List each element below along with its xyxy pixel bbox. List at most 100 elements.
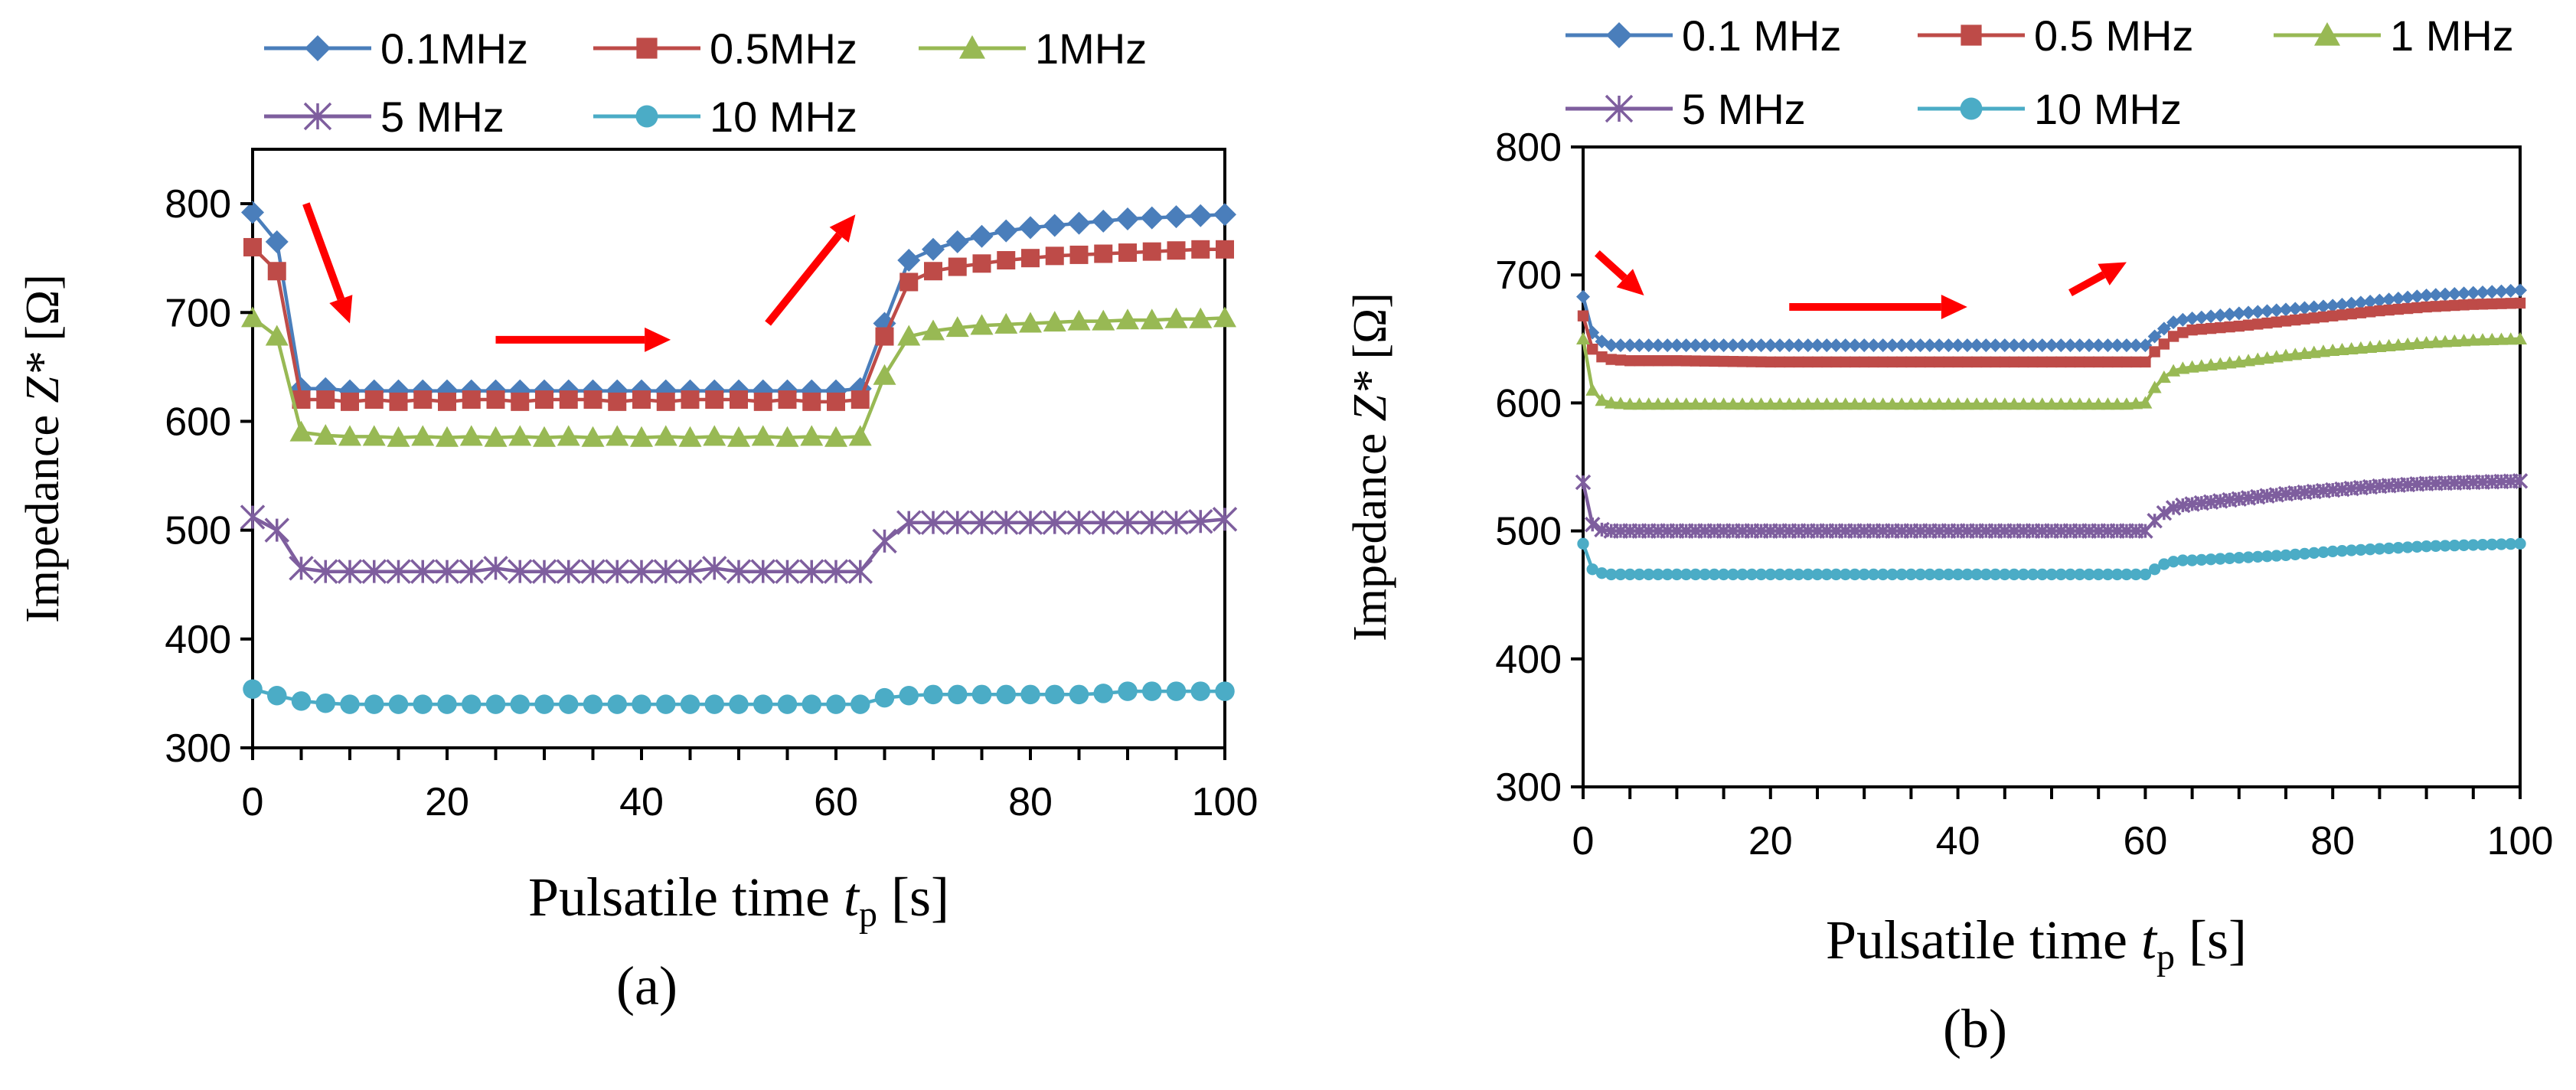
data-point	[2158, 338, 2170, 350]
data-point	[2074, 568, 2086, 581]
data-point	[2036, 356, 2048, 368]
data-point	[2346, 308, 2357, 320]
data-point	[364, 694, 384, 714]
data-point	[1698, 397, 1712, 410]
data-point	[2288, 348, 2303, 361]
data-point	[557, 425, 580, 446]
data-point	[632, 390, 651, 410]
data-point	[873, 364, 896, 385]
data-point	[2091, 397, 2106, 410]
legend-item: 1MHz	[919, 24, 1147, 73]
data-point	[1829, 338, 1843, 353]
data-point	[2213, 357, 2228, 370]
x-tick-label: 80	[1008, 780, 1053, 824]
data-point	[1634, 355, 1645, 367]
data-point	[1980, 568, 1992, 581]
data-point	[1765, 356, 1776, 368]
data-point	[1990, 356, 2001, 368]
data-point	[1904, 397, 1918, 410]
data-point	[2121, 356, 2133, 368]
data-point	[1988, 397, 2003, 410]
data-point	[264, 517, 289, 543]
legend-label: 0.5 MHz	[2034, 11, 2194, 60]
data-point	[1867, 568, 1880, 581]
data-point	[2392, 303, 2405, 315]
data-point	[2316, 344, 2330, 357]
data-point	[922, 319, 945, 341]
data-point	[996, 684, 1016, 705]
y-tick-label: 800	[165, 182, 231, 227]
data-point	[2213, 308, 2228, 323]
data-point	[1045, 684, 1065, 705]
data-point	[1997, 338, 2012, 353]
legend-item: 5 MHz	[264, 93, 504, 141]
data-point	[2447, 334, 2462, 348]
data-point	[1643, 568, 1655, 581]
data-point	[970, 314, 994, 335]
legend-label: 0.1 MHz	[1682, 11, 1842, 60]
data-point	[1604, 338, 1618, 353]
data-point	[2298, 547, 2311, 560]
data-point	[897, 249, 921, 272]
data-point	[2363, 294, 2378, 308]
data-point	[413, 390, 433, 410]
data-point	[508, 559, 533, 584]
data-point	[2149, 346, 2160, 357]
data-point	[2401, 337, 2415, 351]
data-point	[607, 694, 627, 714]
data-point	[534, 694, 554, 714]
data-point	[1810, 397, 1824, 410]
data-point	[2035, 397, 2049, 410]
x-tick-label: 20	[1748, 819, 1793, 863]
data-point	[1970, 356, 1983, 368]
data-point	[437, 694, 457, 714]
data-point	[2242, 551, 2254, 563]
data-point	[802, 694, 821, 714]
data-point	[1830, 568, 1843, 581]
data-point	[2401, 541, 2414, 553]
data-point	[1115, 510, 1141, 535]
data-point	[2261, 550, 2274, 563]
data-point	[2129, 338, 2143, 353]
data-point	[2392, 542, 2405, 554]
data-point	[2156, 504, 2173, 521]
data-point	[1164, 510, 1189, 535]
data-point	[1191, 240, 1210, 259]
data-point	[1613, 338, 1628, 353]
data-point	[1727, 568, 1739, 581]
data-point	[485, 694, 506, 714]
data-point	[2485, 332, 2499, 346]
data-point	[2205, 553, 2217, 566]
data-point	[1736, 356, 1748, 367]
data-point	[459, 559, 484, 584]
data-point	[1116, 308, 1139, 330]
data-point	[2194, 310, 2209, 325]
data-point	[1999, 356, 2010, 368]
data-point	[2110, 397, 2124, 410]
data-point	[2271, 550, 2283, 562]
data-point	[2007, 397, 2022, 410]
x-tick-label: 60	[2123, 819, 2167, 863]
data-point	[1774, 356, 1786, 368]
data-point	[2102, 356, 2114, 368]
data-point	[364, 390, 384, 410]
series-line	[251, 316, 1226, 440]
data-point	[2336, 545, 2349, 557]
data-point	[2222, 307, 2237, 321]
data-point	[1784, 356, 1795, 368]
data-point	[1999, 568, 2011, 581]
data-point	[1708, 568, 1721, 581]
data-point	[1961, 356, 1974, 368]
data-point	[510, 694, 530, 714]
data-point	[1092, 309, 1115, 331]
arrow-decrease	[1595, 250, 1644, 295]
legend-marker	[2314, 22, 2340, 46]
data-point	[2260, 351, 2274, 364]
data-point	[2308, 312, 2320, 324]
data-point	[2401, 290, 2415, 305]
legend-marker	[1961, 24, 1982, 46]
series-0.5mhz	[1577, 297, 2526, 368]
series-1mhz	[241, 306, 1236, 447]
data-point	[1905, 356, 1917, 368]
data-point	[1914, 568, 1927, 581]
